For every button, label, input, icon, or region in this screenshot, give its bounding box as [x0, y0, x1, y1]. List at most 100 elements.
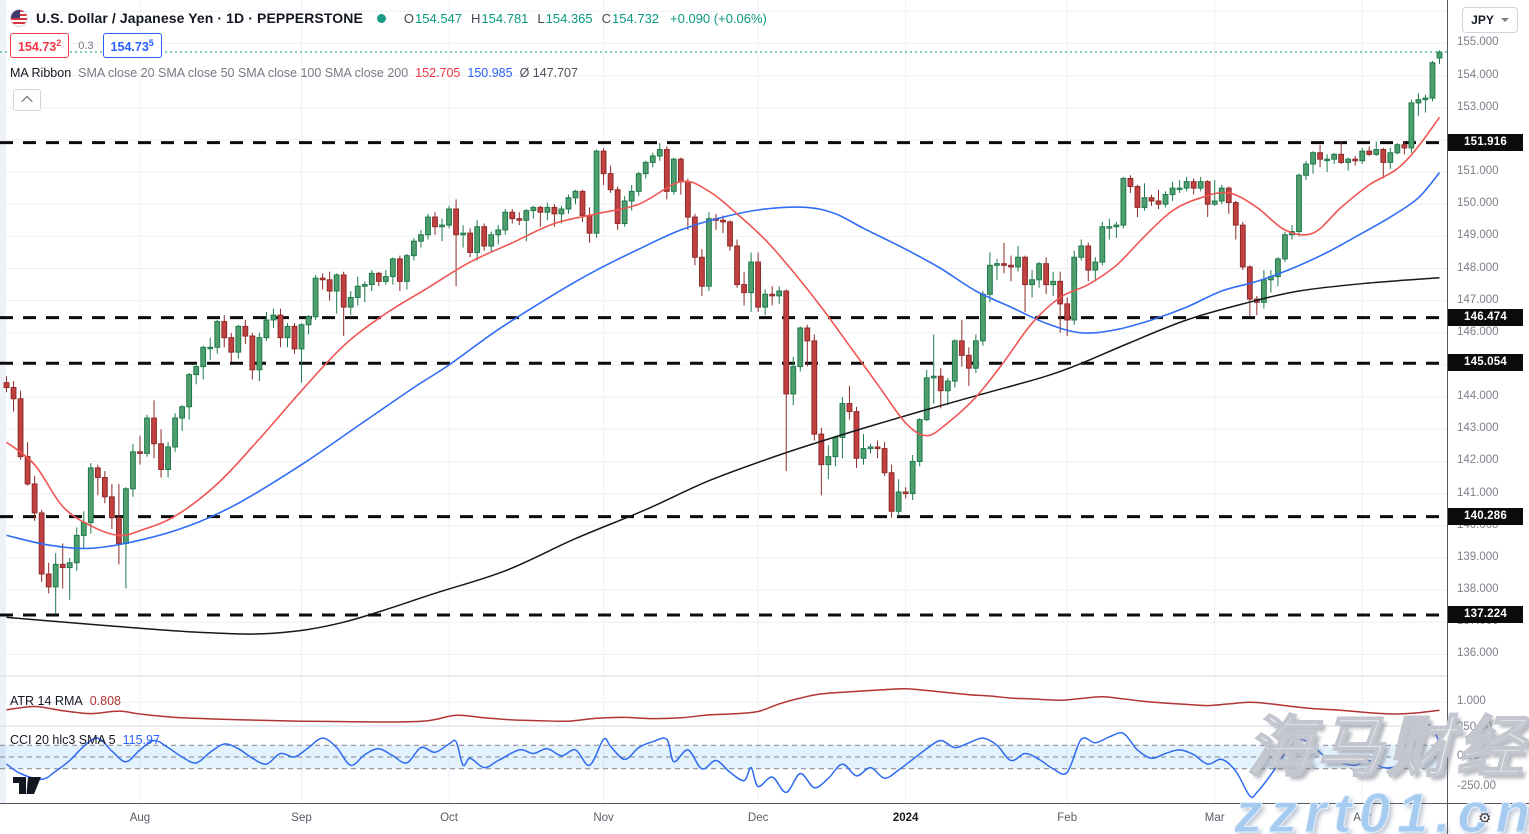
candle-body — [958, 340, 965, 356]
candle-body — [558, 208, 565, 215]
candle-body — [530, 206, 537, 212]
candle-body — [1120, 177, 1127, 226]
month-label: Sep — [291, 812, 312, 824]
axis-settings-gear-icon[interactable]: ⚙ — [1478, 810, 1492, 827]
price-axis-border — [1447, 0, 1448, 834]
candle-body — [565, 197, 572, 210]
candle-body — [396, 258, 403, 282]
candle-body — [755, 261, 762, 308]
candle-body — [1324, 158, 1330, 162]
candle-body — [1359, 150, 1366, 162]
candle-body — [677, 158, 684, 183]
candle-body — [1345, 158, 1352, 163]
candle-body — [663, 149, 670, 192]
candle-body — [902, 491, 909, 495]
sma50-line[interactable] — [6, 171, 1441, 550]
gridlines — [0, 0, 1447, 803]
tradingview-logo-icon[interactable] — [13, 777, 43, 801]
currency-label: JPY — [1471, 13, 1494, 27]
month-label: Nov — [593, 812, 614, 824]
candle-body — [1183, 181, 1190, 189]
candle-body — [1331, 153, 1338, 160]
candle-body — [270, 314, 277, 321]
candle-body — [172, 417, 178, 448]
candle-body — [994, 263, 1000, 266]
price-tick-label: 143.000 — [1457, 422, 1499, 435]
candle-body — [17, 398, 24, 458]
candle-body — [284, 325, 291, 339]
candle-body — [101, 477, 108, 498]
price-tick-label: 149.000 — [1457, 229, 1499, 242]
time-axis[interactable]: Aug Sep Oct Nov Dec 2024 Feb Mar Apr — [0, 803, 1529, 834]
candle-body — [1204, 181, 1211, 205]
candle-body — [488, 234, 495, 247]
candle-body — [741, 284, 747, 294]
candle-body — [10, 386, 17, 400]
collapse-legend-button[interactable] — [13, 89, 41, 111]
candle-body — [727, 221, 733, 247]
candle-body — [1275, 258, 1281, 278]
price-tick-label: 155.000 — [1457, 36, 1499, 49]
candle-body — [87, 467, 94, 524]
sma50-value: 150.985 — [467, 66, 513, 80]
sma20-line[interactable] — [6, 116, 1441, 537]
atr-tick-label: 1.000 — [1457, 695, 1486, 708]
price-tick-label: 154.000 — [1457, 68, 1499, 81]
candle-body — [888, 472, 895, 512]
sma200-line[interactable] — [6, 277, 1440, 635]
chevron-up-icon — [21, 95, 33, 108]
candle-body — [207, 346, 214, 350]
atr-legend[interactable]: ATR 14 RMA 0.808 — [10, 694, 121, 708]
price-tick-label: 142.000 — [1457, 454, 1499, 467]
price-tick-label: 146.000 — [1457, 325, 1499, 338]
month-label: 2024 — [892, 812, 919, 824]
currency-toggle-button[interactable]: JPY — [1462, 7, 1518, 33]
candle-body — [1218, 187, 1225, 202]
candle-body — [158, 443, 164, 470]
candle-body — [607, 173, 614, 191]
candle-body — [137, 451, 143, 454]
candle-body — [748, 261, 754, 294]
sell-price-button[interactable]: 154.732 — [10, 33, 70, 59]
candle-body — [200, 346, 207, 368]
candle-body — [108, 496, 115, 519]
price-tick-label: 136.000 — [1457, 647, 1499, 660]
candle-body — [242, 325, 249, 337]
candle-body — [361, 284, 368, 287]
buy-price-button[interactable]: 154.735 — [102, 33, 162, 59]
candle-body — [340, 274, 347, 308]
candle-body — [509, 211, 516, 220]
candle-body — [1085, 245, 1092, 271]
candle-body — [614, 189, 621, 224]
candle-body — [1141, 197, 1148, 208]
candle-body — [256, 337, 263, 371]
candles-layer — [3, 50, 1443, 615]
candle-body — [404, 255, 410, 282]
symbol-title[interactable]: U.S. Dollar / Japanese Yen · 1D · PEPPER… — [36, 10, 363, 26]
price-tick-label: 144.000 — [1457, 390, 1499, 403]
candle-body — [1113, 224, 1120, 228]
cci-legend[interactable]: CCI 20 hlc3 SMA 5 115.97 — [10, 733, 160, 747]
candle-body — [453, 208, 459, 236]
candle-body — [1394, 144, 1401, 154]
candle-body — [572, 190, 579, 199]
candle-body — [804, 327, 811, 342]
atr-line[interactable] — [6, 688, 1440, 723]
price-tick-label: 139.000 — [1457, 550, 1499, 563]
price-level-badge: 137.224 — [1448, 606, 1523, 624]
support-resistance-levels[interactable] — [0, 141, 1447, 617]
cci-line[interactable] — [6, 724, 1441, 799]
price-axis[interactable]: 155.000 154.000 153.000 151.000 150.000 149.0… — [1447, 0, 1529, 803]
candle-body — [1338, 153, 1345, 163]
candle-body — [762, 293, 769, 308]
market-status-dot-icon[interactable] — [376, 13, 386, 23]
candle-body — [944, 380, 951, 392]
candle-body — [1225, 187, 1232, 204]
candle-body — [389, 258, 396, 278]
candle-body — [1071, 256, 1078, 321]
month-label: Dec — [747, 812, 769, 824]
candle-body — [179, 406, 186, 419]
candle-body — [312, 277, 319, 318]
ma-ribbon-legend[interactable]: MA Ribbon SMA close 20 SMA close 50 SMA … — [10, 66, 578, 80]
